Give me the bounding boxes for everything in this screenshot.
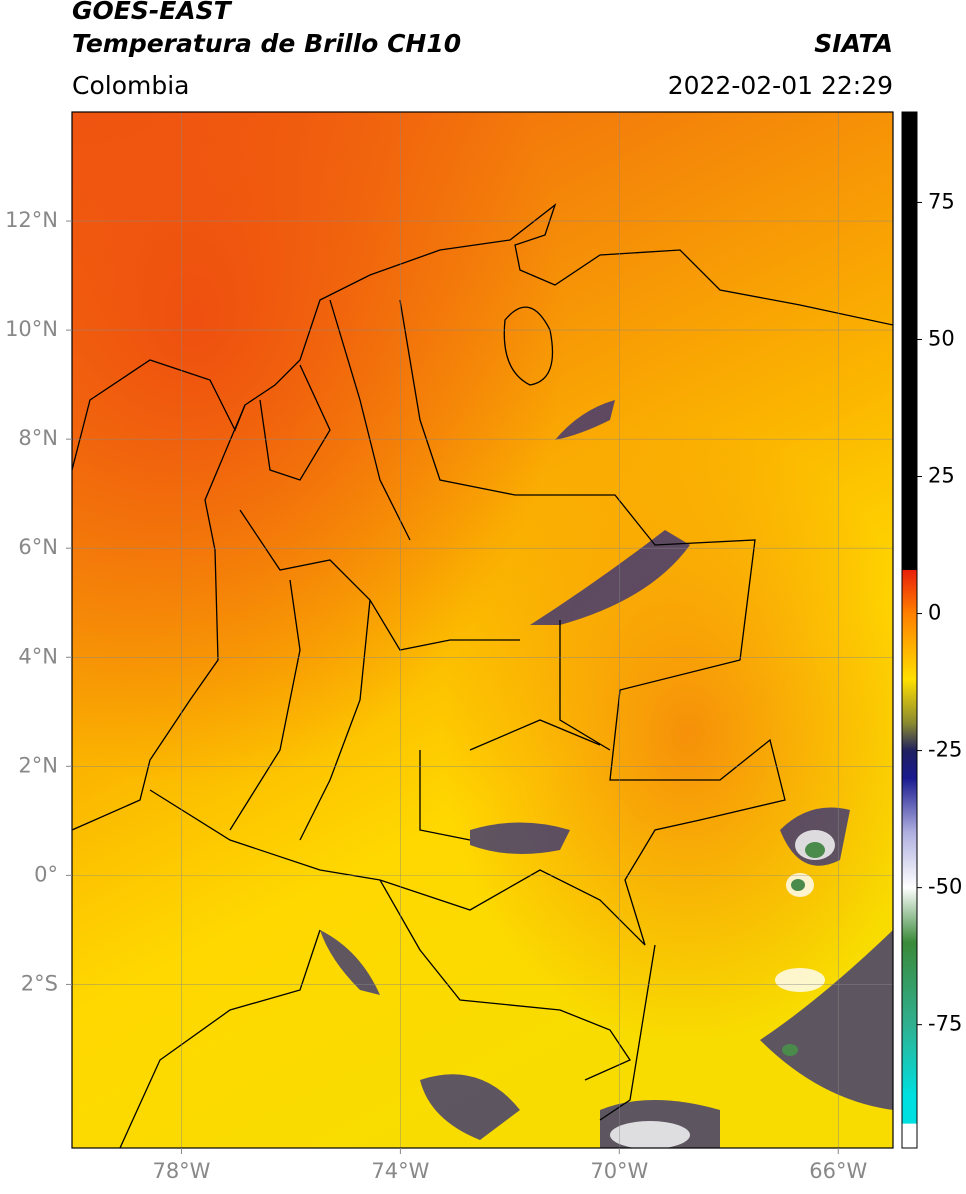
datetime: 2022-02-01 22:29 bbox=[668, 71, 893, 100]
colorbar-tick-label: 0 bbox=[928, 601, 941, 625]
colorbar bbox=[901, 111, 918, 1149]
lat-tick-label: 2°N bbox=[18, 753, 58, 777]
colorbar-tick-label: 50 bbox=[928, 326, 955, 350]
region: Colombia bbox=[72, 71, 189, 100]
lat-tick-label: 4°N bbox=[18, 644, 58, 668]
lat-tick-label: 10°N bbox=[5, 317, 58, 341]
lat-tick-label: 2°S bbox=[21, 971, 58, 995]
colorbar-tick-label: -25 bbox=[928, 738, 962, 762]
colorbar-tick-label: 25 bbox=[928, 464, 955, 488]
lat-tick-label: 0° bbox=[34, 862, 58, 886]
colorbar-tick-label: 75 bbox=[928, 189, 955, 213]
lon-tick-label: 78°W bbox=[152, 1159, 210, 1183]
map-frame bbox=[71, 111, 894, 1149]
imagery bbox=[72, 112, 893, 1148]
title: GOES-EAST bbox=[72, 0, 233, 25]
lat-tick-label: 6°N bbox=[18, 535, 58, 559]
colorbar-tick-label: -75 bbox=[928, 1012, 962, 1036]
lon-tick-label: 70°W bbox=[590, 1159, 648, 1183]
colorbar-tick-label: -50 bbox=[928, 875, 962, 899]
lon-tick-label: 74°W bbox=[371, 1159, 429, 1183]
source: SIATA bbox=[814, 29, 893, 58]
lat-tick-label: 8°N bbox=[18, 426, 58, 450]
grid bbox=[72, 112, 893, 1148]
lat-tick-label: 12°N bbox=[5, 208, 58, 232]
subtitle: Temperatura de Brillo CH10 bbox=[72, 29, 461, 58]
lon-tick-label: 66°W bbox=[809, 1159, 867, 1183]
